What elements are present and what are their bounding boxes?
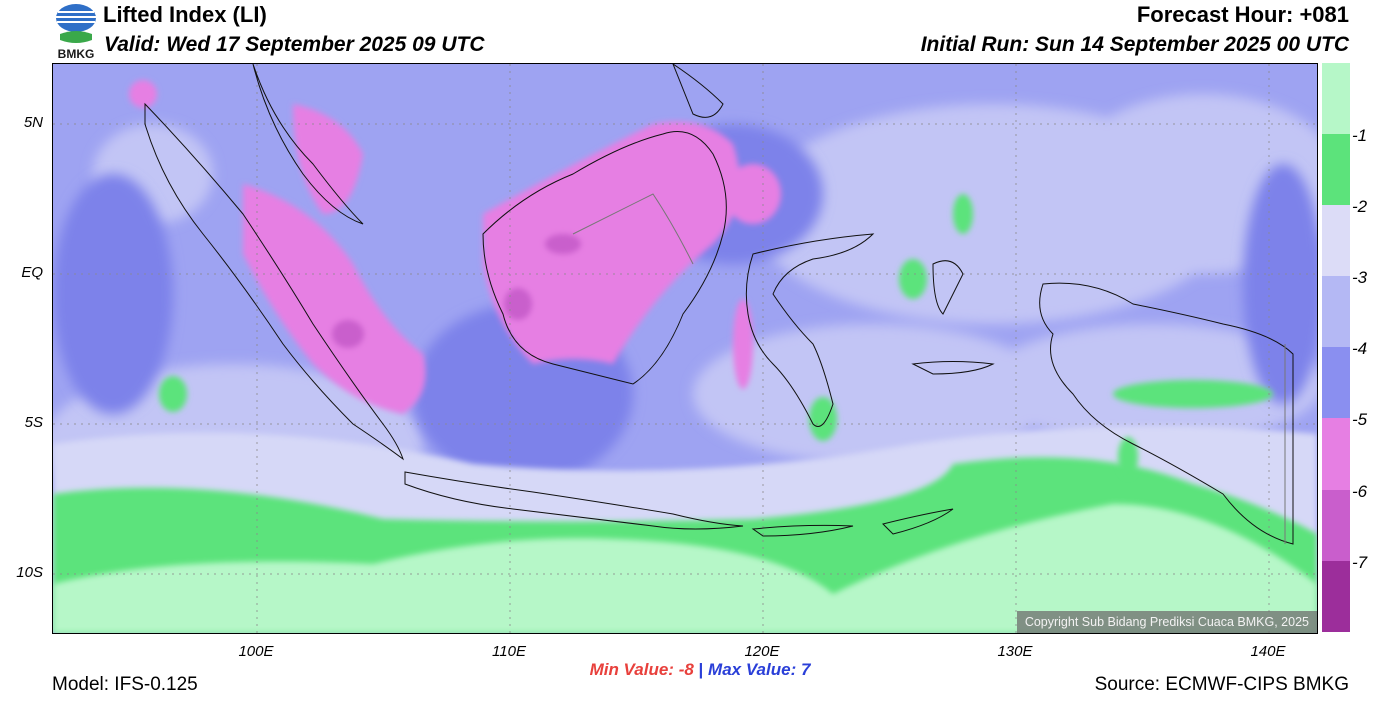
lat-label-5n: 5N (23, 114, 43, 131)
colorbar-swatch (1322, 347, 1350, 419)
colorbar (1322, 63, 1350, 632)
lon-label-130e: 130E (997, 643, 1033, 660)
bmkg-logo: BMKG (52, 2, 100, 61)
min-max-summary: Min Value: -8 | Max Value: 7 (0, 660, 1400, 680)
java-coast (404, 471, 744, 530)
min-value-label: Min Value: (589, 660, 674, 679)
colorbar-label: -2 (1352, 197, 1368, 216)
colorbar-swatch (1322, 134, 1350, 206)
lon-label-120e: 120E (744, 643, 780, 660)
colorbar-label: -7 (1352, 553, 1368, 572)
lat-label-10s: 10S (16, 564, 43, 581)
colorbar-swatch (1322, 560, 1350, 632)
lon-label-110e: 110E (492, 643, 526, 660)
lon-label-140e: 140E (1250, 643, 1286, 660)
flores-coast (751, 524, 854, 537)
map-canvas (53, 64, 1317, 633)
valid-time: Valid: Wed 17 September 2025 09 UTC (104, 33, 485, 56)
lon-label-100e: 100E (238, 643, 274, 660)
colorbar-label: -3 (1352, 268, 1368, 287)
borneo-border (572, 193, 694, 265)
max-value: 7 (800, 660, 811, 679)
sumatra-coast (144, 102, 404, 461)
lat-label-5s: 5S (24, 414, 43, 431)
lifted-index-map: Copyright Sub Bidang Prediksi Cuaca BMKG… (52, 63, 1318, 634)
model-info: Model: IFS-0.125 (52, 674, 198, 695)
colorbar-label: -4 (1352, 339, 1368, 358)
colorbar-label: -6 (1352, 482, 1368, 501)
colorbar-swatch (1322, 63, 1350, 135)
colorbar-swatch (1322, 205, 1350, 277)
new-guinea-coast (1039, 282, 1294, 545)
max-value-label: Max Value: (708, 660, 797, 679)
lat-label-eq: EQ (21, 264, 43, 281)
colorbar-swatch (1322, 276, 1350, 348)
colorbar-label: -5 (1352, 410, 1368, 429)
initial-run: Initial Run: Sun 14 September 2025 00 UT… (920, 33, 1349, 56)
map-title: Lifted Index (LI) (103, 2, 267, 27)
sulawesi-coast (745, 233, 875, 427)
colorbar-swatch (1322, 489, 1350, 561)
mindanao-coast (672, 64, 724, 118)
borneo-coast (482, 131, 727, 385)
seram-coast (911, 361, 995, 375)
forecast-hour: Forecast Hour: +081 (1136, 2, 1349, 27)
min-value: -8 (678, 660, 694, 679)
colorbar-swatch (1322, 418, 1350, 490)
timor-coast (882, 508, 954, 535)
copyright-notice: Copyright Sub Bidang Prediksi Cuaca BMKG… (1016, 611, 1317, 633)
source-info: Source: ECMWF-CIPS BMKG (1094, 674, 1349, 695)
halmahera-coast (932, 260, 964, 315)
colorbar-label: -1 (1352, 126, 1368, 145)
malay-peninsula-coast (252, 64, 364, 225)
stats-separator: | (698, 660, 704, 679)
logo-text: BMKG (58, 47, 95, 60)
